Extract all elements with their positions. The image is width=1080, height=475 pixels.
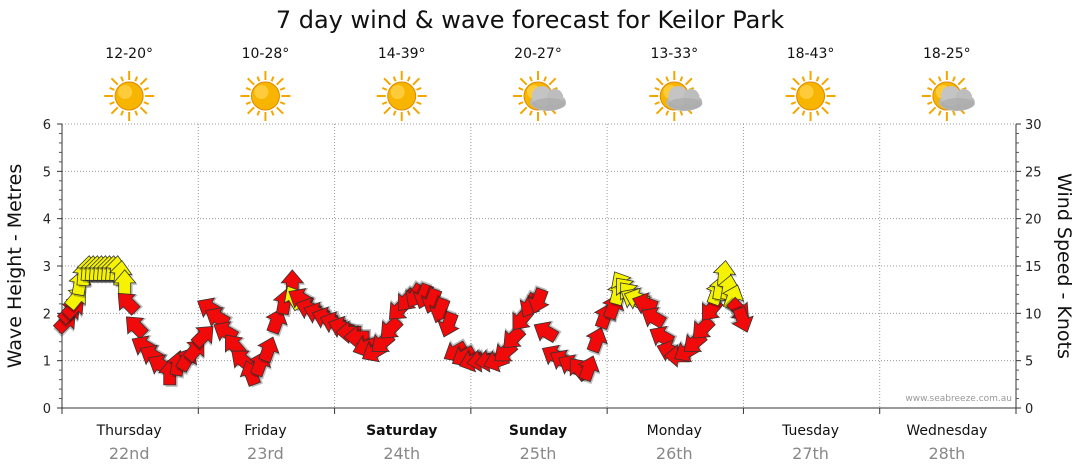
day-date: 25th (520, 444, 557, 463)
credit-text: www.seabreeze.com.au (905, 394, 1012, 404)
day-date: 23rd (247, 444, 284, 463)
left-tick-label: 1 (43, 355, 51, 370)
partly-cloudy-icon (649, 71, 703, 121)
chart-title: 7 day wind & wave forecast for Keilor Pa… (276, 6, 784, 34)
weather-icon-row (104, 71, 975, 121)
day-labels: Thursday 22nd Friday 23rd Saturday 24th Sunday… (96, 423, 988, 463)
wind-arrow (577, 355, 601, 385)
temperature-range: 18-25° (923, 46, 971, 62)
left-tick-label: 3 (43, 260, 51, 275)
left-tick-label: 6 (43, 118, 51, 133)
left-axis-ticks: 0 1 2 3 4 5 6 (43, 118, 62, 417)
day-date: 26th (656, 444, 693, 463)
wind-arrow (533, 321, 562, 344)
right-tick-label: 15 (1025, 260, 1042, 275)
left-tick-label: 0 (43, 402, 51, 417)
right-tick-label: 30 (1025, 118, 1042, 133)
wind-arrow (265, 308, 289, 337)
temperature-range: 13-33° (650, 46, 698, 62)
day-name: Friday (244, 423, 286, 439)
day-date: 28th (928, 444, 965, 463)
right-tick-label: 5 (1025, 355, 1033, 370)
left-tick-label: 5 (43, 165, 51, 180)
temperature-range: 20-27° (514, 46, 562, 62)
day-name: Sunday (509, 423, 567, 439)
left-axis-label: Wave Height - Metres (4, 164, 26, 368)
day-name: Tuesday (781, 423, 839, 439)
day-date: 24th (383, 444, 420, 463)
wind-arrow (526, 285, 550, 314)
wind-arrow (585, 327, 609, 356)
wind-arrow (125, 316, 152, 340)
wind-arrow (112, 269, 138, 297)
right-tick-label: 20 (1025, 213, 1042, 228)
left-tick-label: 4 (43, 213, 51, 228)
day-name: Monday (647, 423, 702, 439)
day-name: Thursday (96, 423, 162, 439)
day-date: 22nd (109, 444, 150, 463)
temperature-row: 12-20° 10-28° 14-39° 20-27° 13-33° 18-43° 18-2… (105, 46, 970, 62)
left-tick-label: 2 (43, 307, 51, 322)
partly-cloudy-icon (921, 71, 975, 121)
wind-arrow-series (52, 255, 754, 388)
wind-arrow (436, 308, 460, 338)
wind-arrow (729, 305, 754, 333)
sun-icon (240, 71, 291, 121)
sun-icon (376, 71, 427, 121)
right-tick-label: 0 (1025, 402, 1033, 417)
right-tick-label: 25 (1025, 165, 1042, 180)
temperature-range: 18-43° (787, 46, 835, 62)
sun-icon (104, 71, 155, 121)
right-axis-label: Wind Speed - Knots (1053, 173, 1075, 359)
wind-arrow (117, 292, 143, 316)
day-date: 27th (792, 444, 829, 463)
right-axis-ticks: 0 5 10 15 20 25 30 (1016, 118, 1042, 417)
sun-icon (785, 71, 836, 121)
right-tick-label: 10 (1025, 307, 1042, 322)
day-name: Saturday (366, 423, 437, 439)
partly-cloudy-icon (513, 71, 566, 121)
wind-arrow (632, 291, 661, 315)
wind-arrow (190, 325, 214, 352)
wind-arrow (257, 336, 281, 366)
wind-arrow (641, 306, 670, 329)
day-name: Wednesday (906, 423, 987, 439)
temperature-range: 14-39° (378, 46, 426, 62)
temperature-range: 10-28° (242, 46, 290, 62)
temperature-range: 12-20° (105, 46, 153, 62)
